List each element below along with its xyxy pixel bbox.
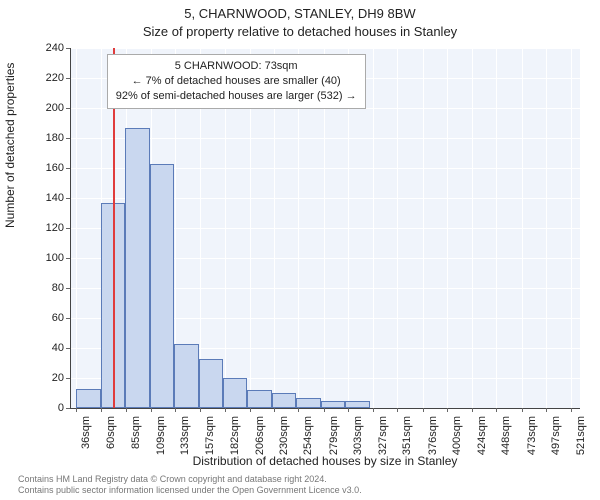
y-tick-label: 240 [4,42,64,54]
y-tick-mark [66,198,70,199]
annotation-line-1: 5 CHARNWOOD: 73sqm [116,59,357,74]
y-tick-mark [66,258,70,259]
x-tick-mark [472,408,473,412]
y-tick-mark [66,288,70,289]
x-tick-mark [348,408,349,412]
footer-attribution: Contains HM Land Registry data © Crown c… [18,474,362,496]
y-tick-mark [66,168,70,169]
x-tick-mark [571,408,572,412]
x-tick-mark [546,408,547,412]
histogram-bar [296,398,320,409]
y-tick-mark [66,138,70,139]
y-tick-label: 100 [4,252,64,264]
histogram-bar [199,359,223,409]
x-tick-mark [225,408,226,412]
y-tick-label: 140 [4,192,64,204]
x-tick-mark [200,408,201,412]
footer-line-1: Contains HM Land Registry data © Crown c… [18,474,362,485]
y-tick-mark [66,78,70,79]
y-tick-label: 220 [4,72,64,84]
x-tick-mark [126,408,127,412]
x-tick-mark [496,408,497,412]
x-tick-mark [298,408,299,412]
y-tick-label: 60 [4,312,64,324]
x-tick-mark [101,408,102,412]
y-tick-label: 20 [4,372,64,384]
y-tick-mark [66,348,70,349]
histogram-bar [223,378,247,408]
x-tick-mark [175,408,176,412]
histogram-bar [345,401,369,409]
x-tick-mark [397,408,398,412]
y-tick-mark [66,48,70,49]
y-tick-label: 40 [4,342,64,354]
annotation-line-3: 92% of semi-detached houses are larger (… [116,89,357,104]
histogram-bar [272,393,296,408]
x-tick-mark [250,408,251,412]
annotation-box: 5 CHARNWOOD: 73sqm ← 7% of detached hous… [107,54,366,109]
chart-title-sub: Size of property relative to detached ho… [0,24,600,39]
chart-container: 5, CHARNWOOD, STANLEY, DH9 8BW Size of p… [0,0,600,500]
histogram-bar [321,401,345,409]
y-tick-label: 200 [4,102,64,114]
y-tick-mark [66,408,70,409]
y-tick-label: 120 [4,222,64,234]
x-axis-label: Distribution of detached houses by size … [70,454,580,468]
histogram-bar [247,390,271,408]
x-tick-mark [522,408,523,412]
chart-title-main: 5, CHARNWOOD, STANLEY, DH9 8BW [0,6,600,21]
y-tick-label: 0 [4,402,64,414]
x-tick-mark [423,408,424,412]
x-tick-mark [274,408,275,412]
y-tick-label: 80 [4,282,64,294]
y-tick-mark [66,378,70,379]
plot-area: 5 CHARNWOOD: 73sqm ← 7% of detached hous… [70,48,580,408]
y-tick-mark [66,228,70,229]
x-tick-mark [151,408,152,412]
histogram-bar [150,164,174,409]
y-tick-label: 180 [4,132,64,144]
x-tick-mark [447,408,448,412]
y-tick-mark [66,318,70,319]
histogram-bar [125,128,149,409]
histogram-bar [76,389,100,409]
y-tick-label: 160 [4,162,64,174]
x-tick-mark [324,408,325,412]
y-axis-line [70,48,71,408]
x-tick-mark [76,408,77,412]
footer-line-2: Contains public sector information licen… [18,485,362,496]
y-tick-mark [66,108,70,109]
histogram-bar [174,344,198,409]
annotation-line-2: ← 7% of detached houses are smaller (40) [116,74,357,89]
x-axis-line [70,408,580,409]
x-tick-mark [373,408,374,412]
